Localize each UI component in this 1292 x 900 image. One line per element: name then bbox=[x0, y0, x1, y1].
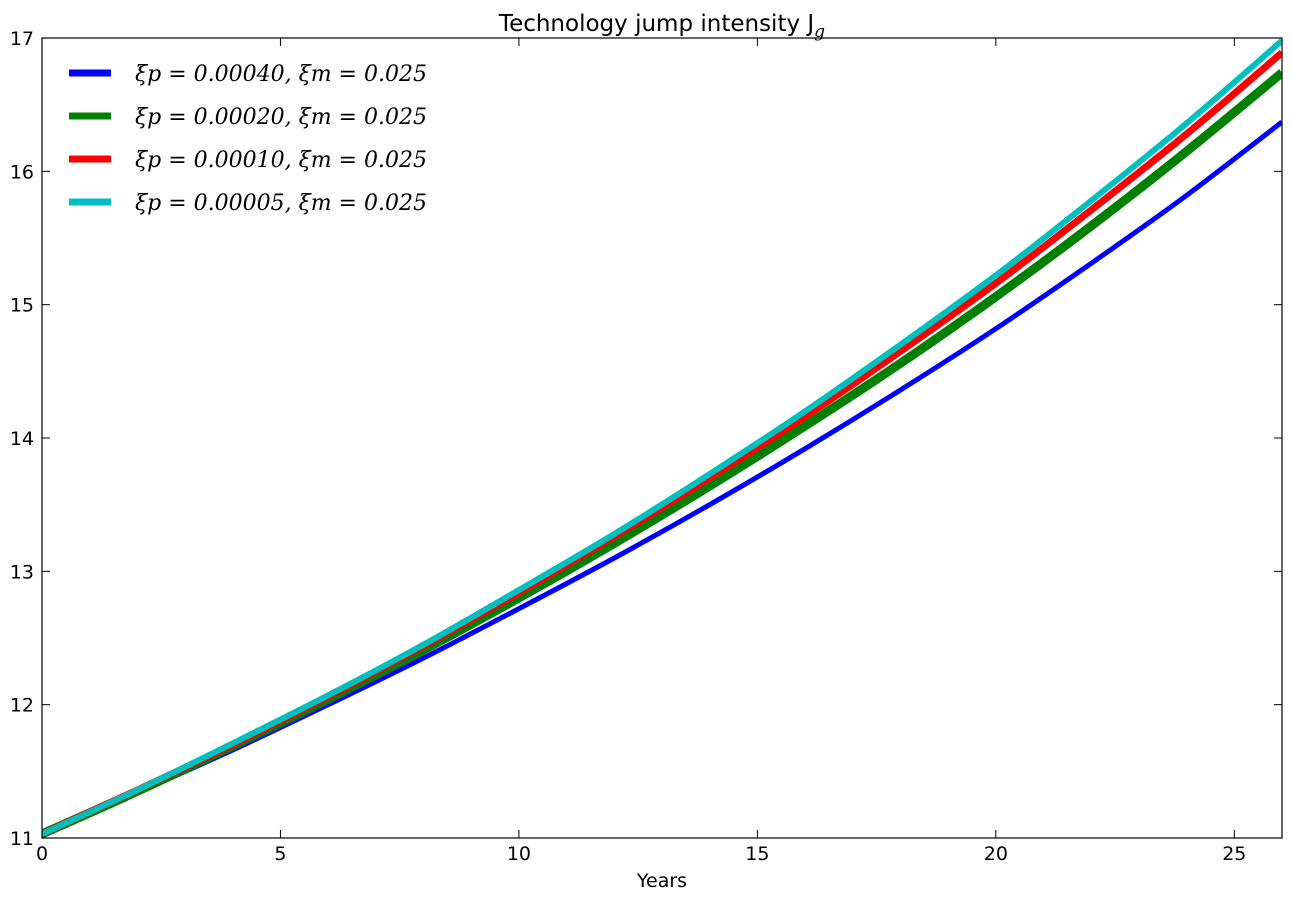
legend-entry-1: ξp = 0.00040, ξm = 0.025 bbox=[69, 62, 427, 87]
series-line-2 bbox=[42, 69, 1282, 838]
x-tick-label: 5 bbox=[274, 843, 286, 865]
legend-label: ξp = 0.00010, ξm = 0.025 bbox=[135, 148, 427, 173]
chart-title: Technology jump intensity Jg bbox=[498, 11, 825, 42]
legend-label: ξp = 0.00020, ξm = 0.025 bbox=[135, 105, 427, 130]
y-tick-label: 12 bbox=[10, 695, 34, 717]
y-tick-label: 17 bbox=[10, 28, 34, 50]
legend-label: ξp = 0.00005, ξm = 0.025 bbox=[135, 191, 427, 216]
x-tick-label: 25 bbox=[1222, 843, 1246, 865]
x-tick-label: 20 bbox=[984, 843, 1008, 865]
series-line-4 bbox=[42, 38, 1282, 837]
x-tick-label: 0 bbox=[36, 843, 48, 865]
y-tick-label: 15 bbox=[10, 295, 34, 317]
legend: ξp = 0.00040, ξm = 0.025 ξp = 0.00020, ξm… bbox=[69, 62, 427, 216]
legend-entry-4: ξp = 0.00005, ξm = 0.025 bbox=[69, 191, 427, 216]
legend-entry-2: ξp = 0.00020, ξm = 0.025 bbox=[69, 105, 427, 130]
y-tick-label: 16 bbox=[10, 161, 34, 183]
tick-layer: 0 5 10 15 20 25 11 12 13 14 15 16 17 bbox=[10, 28, 1282, 865]
y-tick-label: 14 bbox=[10, 428, 34, 450]
x-axis-label: Years bbox=[636, 870, 687, 892]
x-tick-label: 10 bbox=[507, 843, 531, 865]
series-line-1 bbox=[42, 120, 1282, 838]
y-tick-label: 11 bbox=[10, 828, 34, 850]
y-tick-label: 13 bbox=[10, 561, 34, 583]
chart-title-subscript: g bbox=[814, 22, 825, 42]
x-tick-label: 15 bbox=[745, 843, 769, 865]
series-layer bbox=[42, 38, 1282, 838]
legend-entry-3: ξp = 0.00010, ξm = 0.025 bbox=[69, 148, 427, 173]
legend-label: ξp = 0.00040, ξm = 0.025 bbox=[135, 62, 427, 87]
